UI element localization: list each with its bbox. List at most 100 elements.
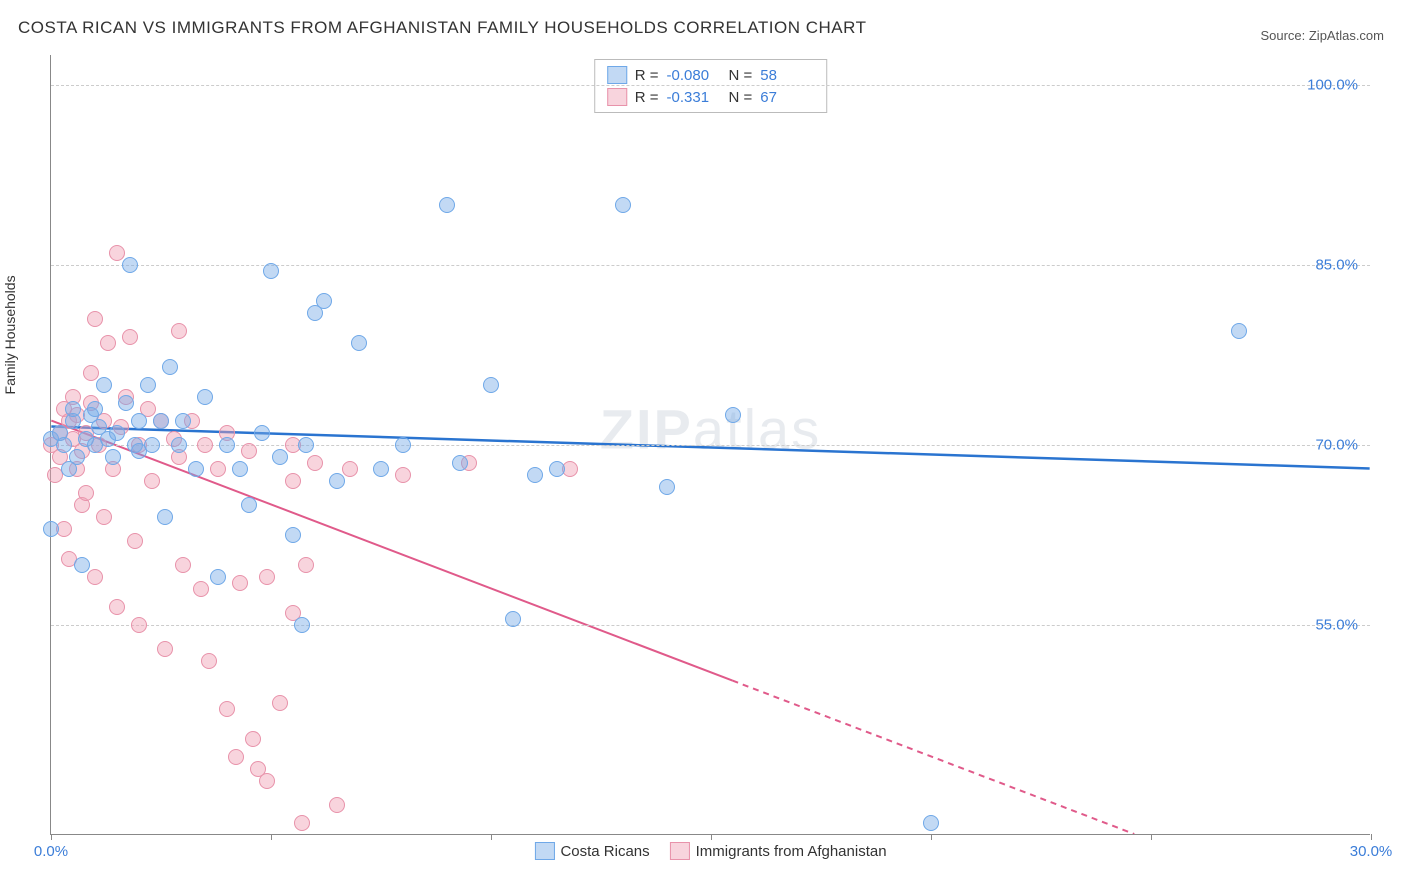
data-point xyxy=(228,749,244,765)
data-point xyxy=(171,323,187,339)
data-point xyxy=(131,617,147,633)
y-tick-label: 85.0% xyxy=(1315,257,1358,274)
data-point xyxy=(285,473,301,489)
data-point xyxy=(219,701,235,717)
data-point xyxy=(197,437,213,453)
data-point xyxy=(329,797,345,813)
x-tick xyxy=(711,834,712,840)
plot-area: ZIPatlas R = -0.080 N = 58 R = -0.331 N … xyxy=(50,55,1370,835)
data-point xyxy=(210,461,226,477)
data-point xyxy=(298,437,314,453)
data-point xyxy=(549,461,565,477)
swatch-blue xyxy=(534,842,554,860)
trend-line xyxy=(732,681,1134,834)
data-point xyxy=(395,437,411,453)
legend-label-pink: Immigrants from Afghanistan xyxy=(696,843,887,860)
chart-title: COSTA RICAN VS IMMIGRANTS FROM AFGHANIST… xyxy=(18,18,867,38)
data-point xyxy=(527,467,543,483)
n-value-pink: 67 xyxy=(760,89,814,106)
bottom-legend: Costa Ricans Immigrants from Afghanistan xyxy=(534,842,886,860)
data-point xyxy=(140,377,156,393)
y-tick-label: 100.0% xyxy=(1307,77,1358,94)
data-point xyxy=(245,731,261,747)
data-point xyxy=(171,437,187,453)
x-tick xyxy=(51,834,52,840)
stats-legend: R = -0.080 N = 58 R = -0.331 N = 67 xyxy=(594,59,828,113)
swatch-pink xyxy=(670,842,690,860)
n-label: N = xyxy=(729,89,753,106)
data-point xyxy=(272,695,288,711)
data-point xyxy=(307,455,323,471)
r-label: R = xyxy=(635,67,659,84)
legend-label-blue: Costa Ricans xyxy=(560,843,649,860)
x-tick xyxy=(1151,834,1152,840)
data-point xyxy=(122,257,138,273)
data-point xyxy=(659,479,675,495)
data-point xyxy=(100,335,116,351)
gridline xyxy=(51,625,1370,626)
data-point xyxy=(96,377,112,393)
source-prefix: Source: xyxy=(1260,28,1308,43)
data-point xyxy=(483,377,499,393)
y-axis-label: Family Households xyxy=(2,275,18,394)
x-tick-label: 0.0% xyxy=(34,843,68,860)
data-point xyxy=(96,509,112,525)
data-point xyxy=(157,641,173,657)
data-point xyxy=(193,581,209,597)
data-point xyxy=(201,653,217,669)
data-point xyxy=(78,485,94,501)
data-point xyxy=(197,389,213,405)
x-tick xyxy=(1371,834,1372,840)
r-value-blue: -0.080 xyxy=(667,67,721,84)
data-point xyxy=(105,449,121,465)
data-point xyxy=(122,329,138,345)
data-point xyxy=(373,461,389,477)
data-point xyxy=(342,461,358,477)
data-point xyxy=(127,533,143,549)
data-point xyxy=(351,335,367,351)
x-tick xyxy=(491,834,492,840)
data-point xyxy=(294,617,310,633)
gridline xyxy=(51,85,1370,86)
data-point xyxy=(162,359,178,375)
data-point xyxy=(157,509,173,525)
gridline xyxy=(51,265,1370,266)
data-point xyxy=(316,293,332,309)
data-point xyxy=(144,437,160,453)
data-point xyxy=(452,455,468,471)
data-point xyxy=(175,557,191,573)
data-point xyxy=(69,449,85,465)
data-point xyxy=(144,473,160,489)
data-point xyxy=(43,521,59,537)
data-point xyxy=(298,557,314,573)
data-point xyxy=(74,557,90,573)
watermark: ZIPatlas xyxy=(600,396,821,461)
legend-item-blue: Costa Ricans xyxy=(534,842,649,860)
stats-row-pink: R = -0.331 N = 67 xyxy=(603,86,819,108)
data-point xyxy=(87,311,103,327)
data-point xyxy=(219,437,235,453)
r-value-pink: -0.331 xyxy=(667,89,721,106)
source-attribution: Source: ZipAtlas.com xyxy=(1260,28,1384,43)
data-point xyxy=(65,401,81,417)
n-label: N = xyxy=(729,67,753,84)
data-point xyxy=(109,599,125,615)
data-point xyxy=(87,569,103,585)
data-point xyxy=(285,527,301,543)
data-point xyxy=(259,773,275,789)
stats-row-blue: R = -0.080 N = 58 xyxy=(603,64,819,86)
data-point xyxy=(210,569,226,585)
data-point xyxy=(505,611,521,627)
data-point xyxy=(329,473,345,489)
data-point xyxy=(263,263,279,279)
data-point xyxy=(175,413,191,429)
trend-line xyxy=(51,421,732,681)
data-point xyxy=(254,425,270,441)
data-point xyxy=(241,497,257,513)
data-point xyxy=(725,407,741,423)
data-point xyxy=(83,365,99,381)
data-point xyxy=(232,461,248,477)
n-value-blue: 58 xyxy=(760,67,814,84)
data-point xyxy=(259,569,275,585)
data-point xyxy=(241,443,257,459)
